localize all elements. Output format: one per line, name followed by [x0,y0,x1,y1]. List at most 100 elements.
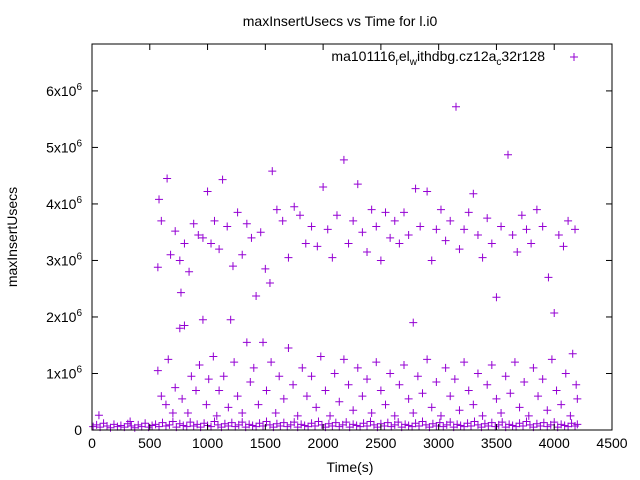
data-point [198,315,207,324]
data-point [224,403,233,412]
data-point [366,417,375,426]
data-point [478,253,487,262]
data-point [492,293,501,302]
data-point [238,418,247,427]
data-point [404,231,413,240]
data-point [94,411,103,420]
data-point [330,369,339,378]
data-point [195,361,204,370]
data-point [316,352,325,361]
data-point [363,422,372,431]
data-point [249,363,258,372]
data-point [353,180,362,189]
data-point [517,211,526,220]
data-point [513,247,522,256]
data-point [179,421,188,430]
data-point [238,250,247,259]
data-point [238,409,247,418]
data-point [390,216,399,225]
data-point [446,392,455,401]
data-point [401,420,410,429]
data-point [349,420,358,429]
data-point [276,422,285,431]
data-point [506,389,515,398]
data-point [464,386,473,395]
data-point [175,324,184,333]
data-point [349,406,358,415]
data-point [339,155,348,164]
data-point [423,187,432,196]
data-point [157,392,166,401]
data-point [265,420,274,429]
data-point [450,375,459,384]
data-point [538,375,547,384]
data-point [423,355,432,364]
x-tick-label: 2000 [308,435,339,451]
data-point [293,411,302,420]
x-tick-label: 0 [88,435,96,451]
data-point [298,363,307,372]
data-point [183,409,192,418]
data-point [446,216,455,225]
data-point [573,420,582,429]
data-point [564,422,573,431]
data-point [127,422,136,431]
data-point [469,400,478,409]
data-point [210,417,219,426]
data-point [180,239,189,248]
data-point [460,422,469,431]
data-point [267,358,276,367]
data-point [404,394,413,403]
data-point [342,418,351,427]
data-point [297,420,306,429]
data-point [272,205,281,214]
data-point [561,369,570,378]
data-point [441,363,450,372]
data-point [158,418,167,427]
data-point [165,420,174,429]
data-point [525,420,534,429]
data-point [456,421,465,430]
data-point [571,225,580,234]
data-point [161,422,170,431]
data-point [319,182,328,191]
data-point [212,411,221,420]
data-point [560,421,569,430]
data-point [126,417,135,426]
data-point [261,264,270,273]
data-point [380,422,389,431]
data-point [409,318,418,327]
data-point [106,423,115,432]
data-point [272,419,281,428]
data-point [284,344,293,353]
data-point [363,247,372,256]
data-point [504,150,512,159]
data-point [231,422,240,431]
data-point [460,225,469,234]
x-tick-label: 1000 [192,435,223,451]
data-point [254,400,263,409]
data-point [372,358,381,367]
data-point [328,422,337,431]
data-point [394,418,403,427]
data-point [386,369,395,378]
y-tick-label: 6x106 [46,82,82,99]
data-point [508,421,517,430]
legend-marker-plus [570,53,578,61]
data-point [400,208,408,217]
data-point [213,420,222,429]
data-point [175,419,184,428]
data-point [200,419,209,428]
legend-marker [570,53,578,61]
data-point [207,422,216,431]
data-point [473,231,482,240]
data-point [416,222,425,231]
data-point [312,403,321,412]
data-point [228,262,237,271]
data-point [432,377,441,386]
data-point [175,256,184,265]
data-point [227,418,236,427]
data-point [512,422,521,431]
data-point [185,267,194,276]
